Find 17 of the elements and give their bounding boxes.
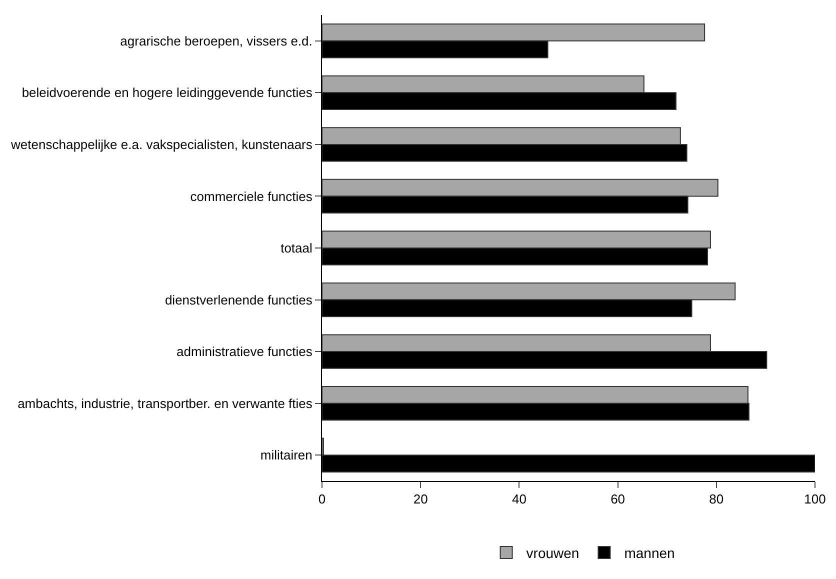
y-tick-label: ambachts, industrie, transportber. en verwante fties <box>18 396 313 411</box>
legend-label: mannen <box>624 544 675 561</box>
x-tick-label: 60 <box>610 492 626 507</box>
y-tick-label: administratieve functies <box>176 344 313 360</box>
y-tick-label: agrarische beroepen, vissers e.d. <box>120 33 312 48</box>
y-tick-label: commerciele functies <box>190 188 313 204</box>
x-tick-label: 80 <box>709 492 724 507</box>
x-tick-label: 40 <box>512 492 526 507</box>
y-tick-label: beleidvoerende en hogere leidinggevende functies <box>22 85 313 100</box>
y-tick-label: dienstverlenende functies <box>164 292 313 308</box>
x-tick-label: 100 <box>804 492 826 507</box>
y-tick-label: wetenschappelijke e.a. vakspecialisten, kunstenaars <box>10 136 313 152</box>
x-tick-label: 0 <box>318 492 326 507</box>
y-tick-label: militairen <box>260 448 312 463</box>
x-tick-label: 20 <box>413 492 428 507</box>
legend-label: vrouwen <box>526 544 580 561</box>
y-tick-label: totaal <box>280 240 312 256</box>
